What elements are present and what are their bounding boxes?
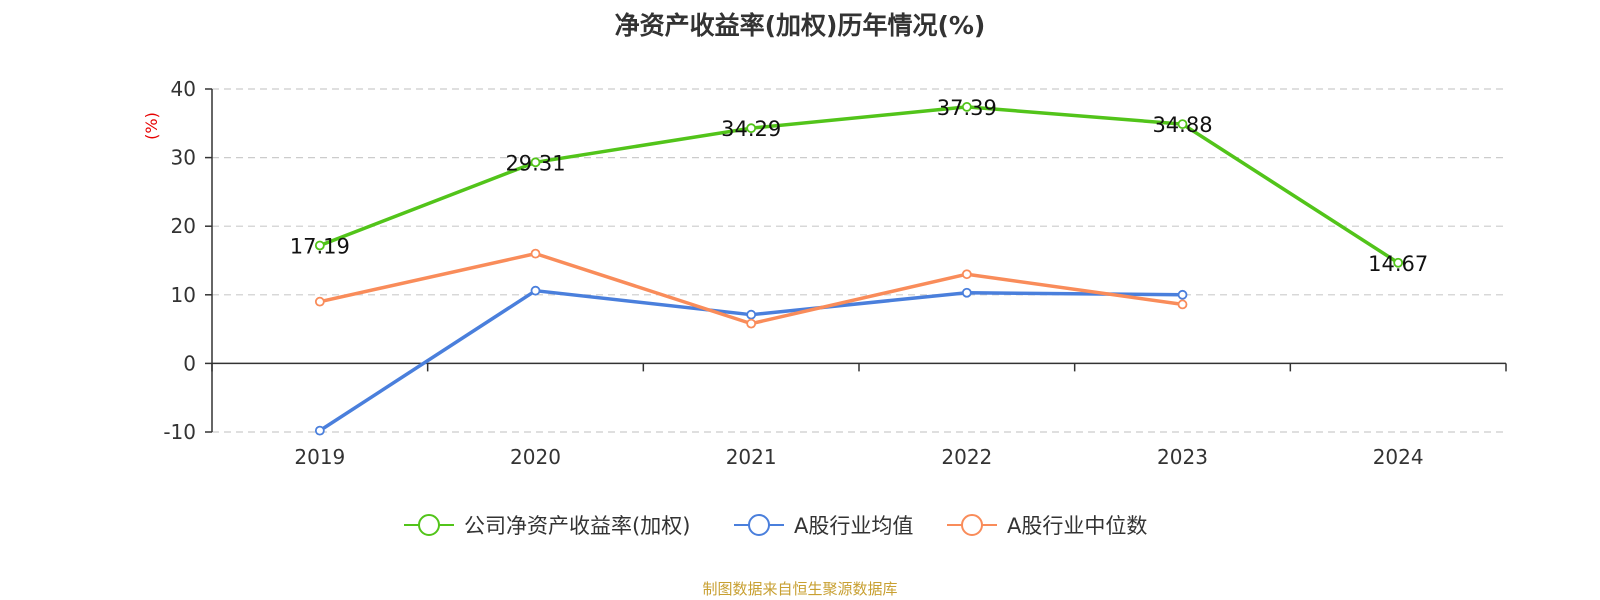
data-point bbox=[961, 102, 972, 112]
data-label: 34.88 bbox=[1152, 113, 1212, 137]
y-tick-label: 10 bbox=[171, 283, 196, 307]
x-tick-label: 2019 bbox=[294, 445, 345, 469]
y-tick-label: 30 bbox=[171, 146, 196, 170]
data-point bbox=[314, 296, 325, 307]
data-point bbox=[746, 318, 757, 329]
x-tick-label: 2021 bbox=[726, 445, 777, 469]
x-tick-label: 2023 bbox=[1157, 445, 1208, 469]
data-point bbox=[1177, 289, 1188, 300]
legend[interactable]: 公司净资产收益率(加权) A股行业均值 A股行业中位数 bbox=[404, 514, 1147, 538]
axes: -10 0 10 20 30 40 2019 2020 2021 2022 2023 2024 bbox=[163, 77, 1507, 469]
data-point bbox=[961, 287, 972, 298]
legend-marker-circle bbox=[961, 514, 983, 536]
x-tick-label: 2020 bbox=[510, 445, 561, 469]
series-line bbox=[319, 105, 1400, 265]
data-point bbox=[530, 157, 541, 168]
data-label: 37.39 bbox=[937, 96, 997, 120]
data-label: 29.31 bbox=[505, 151, 565, 175]
data-label: 34.29 bbox=[721, 117, 781, 141]
gridlines bbox=[212, 88, 1506, 433]
data-point bbox=[314, 240, 325, 251]
x-tick-label: 2022 bbox=[941, 445, 992, 469]
legend-marker-circle bbox=[418, 514, 440, 536]
y-tick-label: 0 bbox=[183, 351, 196, 375]
y-tick-label: 40 bbox=[171, 77, 196, 101]
data-label: 14.67 bbox=[1368, 252, 1428, 276]
series-lines bbox=[314, 102, 1404, 436]
data-point bbox=[1177, 119, 1188, 130]
data-point bbox=[1177, 299, 1188, 310]
y-axis-label: (%) bbox=[142, 112, 161, 140]
data-point bbox=[530, 248, 541, 259]
line-chart: -10 0 10 20 30 40 2019 2020 2021 2022 2023 2024 17.… bbox=[142, 77, 1507, 538]
y-tick-label: -10 bbox=[163, 420, 196, 444]
data-point bbox=[746, 123, 757, 134]
data-label: 17.19 bbox=[290, 234, 350, 258]
y-tick-label: 20 bbox=[171, 214, 196, 238]
x-tick-label: 2024 bbox=[1373, 445, 1424, 469]
data-labels: 17.19 29.31 34.29 37.39 34.88 14.67 bbox=[290, 96, 1428, 276]
legend-item-label[interactable]: 公司净资产收益率(加权) bbox=[464, 514, 690, 538]
data-point bbox=[1393, 257, 1404, 268]
legend-item-label[interactable]: A股行业中位数 bbox=[1007, 514, 1147, 538]
data-point bbox=[314, 425, 325, 436]
legend-item-label[interactable]: A股行业均值 bbox=[794, 514, 913, 538]
chart-title: 净资产收益率(加权)历年情况(%) bbox=[614, 11, 986, 40]
data-source-note: 制图数据来自恒生聚源数据库 bbox=[702, 580, 898, 598]
data-point bbox=[530, 285, 541, 296]
data-point bbox=[961, 269, 972, 280]
data-point bbox=[746, 309, 757, 320]
legend-marker-circle bbox=[748, 514, 770, 536]
